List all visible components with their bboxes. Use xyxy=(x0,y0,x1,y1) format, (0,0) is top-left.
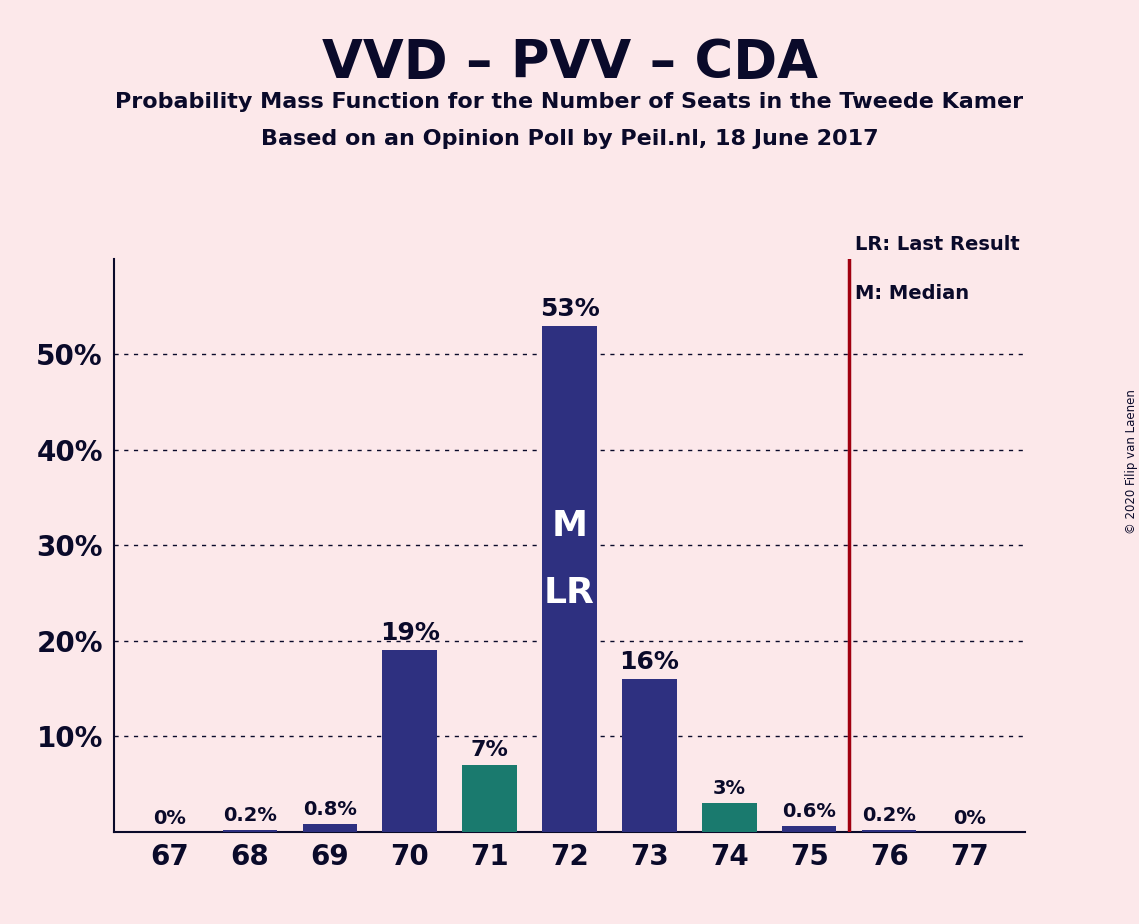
Text: © 2020 Filip van Laenen: © 2020 Filip van Laenen xyxy=(1124,390,1138,534)
Text: 0.2%: 0.2% xyxy=(223,806,277,825)
Text: VVD – PVV – CDA: VVD – PVV – CDA xyxy=(321,37,818,89)
Bar xyxy=(383,650,437,832)
Bar xyxy=(622,679,677,832)
Bar xyxy=(862,830,917,832)
Text: 0%: 0% xyxy=(952,808,985,828)
Text: 0.8%: 0.8% xyxy=(303,800,357,820)
Bar xyxy=(462,765,517,832)
Bar xyxy=(782,826,836,832)
Bar xyxy=(702,803,756,832)
Text: Probability Mass Function for the Number of Seats in the Tweede Kamer: Probability Mass Function for the Number… xyxy=(115,92,1024,113)
Text: 7%: 7% xyxy=(470,740,508,760)
Text: 0.6%: 0.6% xyxy=(782,802,836,821)
Bar xyxy=(303,824,357,832)
Text: 0%: 0% xyxy=(154,808,187,828)
Text: Based on an Opinion Poll by Peil.nl, 18 June 2017: Based on an Opinion Poll by Peil.nl, 18 … xyxy=(261,129,878,150)
Text: 0.2%: 0.2% xyxy=(862,806,916,825)
Bar xyxy=(542,325,597,832)
Bar xyxy=(222,830,277,832)
Text: 16%: 16% xyxy=(620,650,679,675)
Text: 53%: 53% xyxy=(540,297,599,321)
Text: M: Median: M: Median xyxy=(855,284,969,303)
Text: LR: LR xyxy=(544,576,595,610)
Text: 3%: 3% xyxy=(713,779,746,798)
Text: LR: Last Result: LR: Last Result xyxy=(855,235,1019,254)
Text: 19%: 19% xyxy=(379,622,440,645)
Text: M: M xyxy=(551,509,588,543)
